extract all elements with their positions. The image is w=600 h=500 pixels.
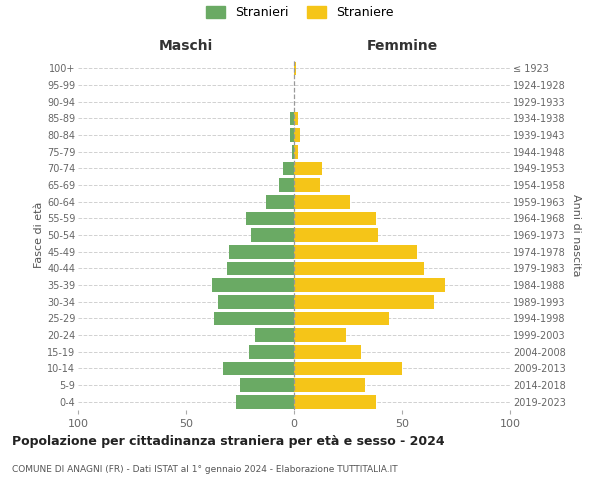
Bar (294, 112, 298, 125)
Bar (290, 128, 294, 142)
Bar (214, 312, 294, 325)
Bar (227, 262, 294, 275)
Bar (279, 178, 294, 192)
Bar (294, 395, 376, 408)
Bar (294, 262, 424, 275)
Bar (290, 112, 294, 125)
Bar (294, 278, 445, 292)
Bar (294, 228, 378, 242)
Bar (294, 162, 322, 175)
Bar (229, 245, 294, 258)
Y-axis label: Anni di nascita: Anni di nascita (571, 194, 581, 276)
Bar (294, 312, 389, 325)
Bar (255, 328, 294, 342)
Bar (212, 278, 294, 292)
Bar (294, 328, 346, 342)
Bar (292, 145, 294, 158)
Text: COMUNE DI ANAGNI (FR) - Dati ISTAT al 1° gennaio 2024 - Elaborazione TUTTITALIA.: COMUNE DI ANAGNI (FR) - Dati ISTAT al 1°… (12, 465, 398, 474)
Bar (294, 378, 365, 392)
Bar (294, 212, 376, 225)
Bar (248, 345, 294, 358)
Bar (294, 362, 402, 375)
Bar (294, 128, 301, 142)
Text: Maschi: Maschi (159, 40, 213, 54)
Legend: Stranieri, Straniere: Stranieri, Straniere (206, 6, 394, 19)
Bar (294, 345, 361, 358)
Bar (294, 178, 320, 192)
Y-axis label: Fasce di età: Fasce di età (34, 202, 44, 268)
Bar (247, 212, 294, 225)
Bar (251, 228, 294, 242)
Bar (223, 362, 294, 375)
Text: Femmine: Femmine (367, 40, 437, 54)
Bar (240, 378, 294, 392)
Bar (294, 195, 350, 208)
Bar (236, 395, 294, 408)
Bar (294, 295, 434, 308)
Text: Popolazione per cittadinanza straniera per età e sesso - 2024: Popolazione per cittadinanza straniera p… (12, 435, 445, 448)
Bar (283, 162, 294, 175)
Bar (218, 295, 294, 308)
Bar (294, 62, 296, 75)
Bar (266, 195, 294, 208)
Bar (294, 145, 298, 158)
Bar (294, 245, 417, 258)
